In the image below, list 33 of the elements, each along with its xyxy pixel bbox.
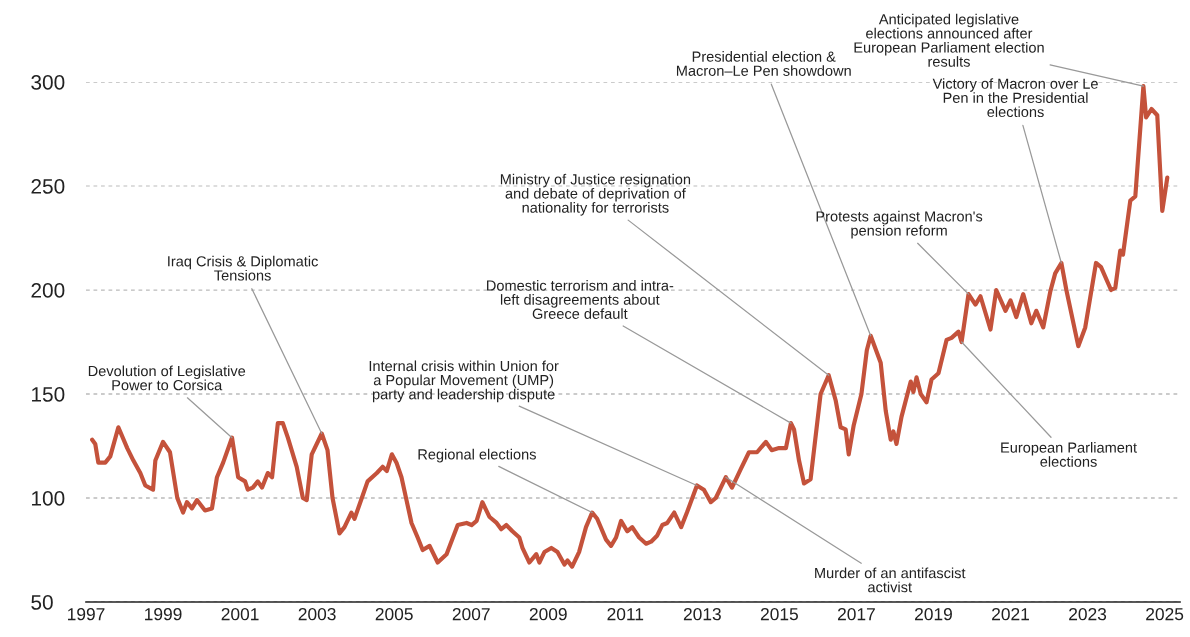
y-tick-label: 300 xyxy=(31,75,65,90)
annotation: European Parliament elections xyxy=(1001,442,1137,467)
x-tick-label: 2013 xyxy=(683,608,721,621)
annotation: Domestic terrorism and intra- left disagreements about Greece default xyxy=(487,279,674,319)
annotation: Victory of Macron over Le Pen in the Presidential elections xyxy=(932,78,1098,118)
y-tick-label: 200 xyxy=(31,283,65,298)
x-tick-label: 2009 xyxy=(529,608,567,621)
x-tick-label: 1997 xyxy=(68,608,105,621)
x-tick-label: 2003 xyxy=(298,608,336,621)
annotation: Internal crisis within Union for a Popular Movement (UMP) party and leadership dispute xyxy=(369,360,559,403)
x-tick-label: 2005 xyxy=(375,608,413,621)
annotation: Anticipated legislative elections announced after European Parliament election results xyxy=(854,13,1044,67)
x-tick-label: 2021 xyxy=(992,608,1029,621)
y-tick-label: 150 xyxy=(32,387,65,402)
annotation: Protests against Macron's pension reform xyxy=(816,210,983,239)
annotation: Iraq Crisis & Diplomatic Tensions xyxy=(168,255,318,281)
annotation: Murder of an antifascist activist xyxy=(815,567,966,593)
annotation: Regional elections xyxy=(418,448,536,463)
x-tick-label: 2001 xyxy=(221,608,259,621)
y-tick-label: 50 xyxy=(31,595,53,610)
x-tick-label: 2023 xyxy=(1069,608,1107,621)
x-tick-label: 2015 xyxy=(760,608,798,621)
x-tick-label: 2011 xyxy=(607,608,644,621)
x-tick-label: 2007 xyxy=(452,608,490,621)
x-tick-label: 2019 xyxy=(915,608,952,621)
y-tick-label: 100 xyxy=(32,491,65,506)
annotation: Devolution of Legislative Power to Corsica xyxy=(88,365,246,391)
annotation: Presidential election & Macron–Le Pen showdown xyxy=(676,51,851,76)
x-tick-label: 1999 xyxy=(145,608,182,621)
annotation: Ministry of Justice resignation and debate of deprivation of nationality for terrorists xyxy=(500,173,691,216)
x-tick-label: 2025 xyxy=(1146,608,1184,621)
y-tick-label: 250 xyxy=(31,179,65,194)
x-tick-label: 2017 xyxy=(837,608,875,621)
